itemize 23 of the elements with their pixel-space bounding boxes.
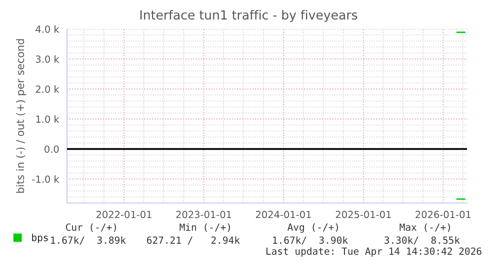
text: 1.67k/ 3.89k (51, 236, 126, 245)
text: 627.21 / 2.94k (146, 236, 240, 245)
y-tick-label: -1.0 k (32, 175, 60, 183)
text: Cur (-/+) (66, 223, 116, 232)
y-tick-label: 2.0 k (36, 85, 60, 93)
x-tick-label: 2023-01-01 (176, 210, 232, 218)
y-tick-label: 4.0 k (36, 25, 60, 33)
text: 1.67k/ 3.90k (273, 236, 348, 245)
chart-title: Interface tun1 traffic - by fiveyears (140, 10, 358, 22)
x-tick-label: 2025-01-01 (336, 210, 391, 218)
y-tick-label: 1.0 k (36, 115, 60, 123)
text: Avg (-/+) (288, 223, 338, 233)
y-axis-title: bits in (-) / out (+) per second (16, 39, 26, 193)
text: Max (-/+) (400, 223, 450, 232)
text: Last update: Tue Apr 14 14:30:42 2026 (266, 247, 482, 257)
legend-label: bps (32, 234, 48, 244)
x-tick-label: 2026-01-01 (416, 210, 471, 218)
text: 3.30k/ 8.55k (384, 236, 460, 245)
text: Min (-/+) (180, 223, 230, 232)
y-tick-label: 3.0 k (36, 55, 60, 63)
x-tick-label: 2022-01-01 (96, 210, 152, 218)
y-tick-label: 0.0 (44, 145, 59, 153)
x-tick-label: 2024-01-01 (256, 210, 311, 218)
